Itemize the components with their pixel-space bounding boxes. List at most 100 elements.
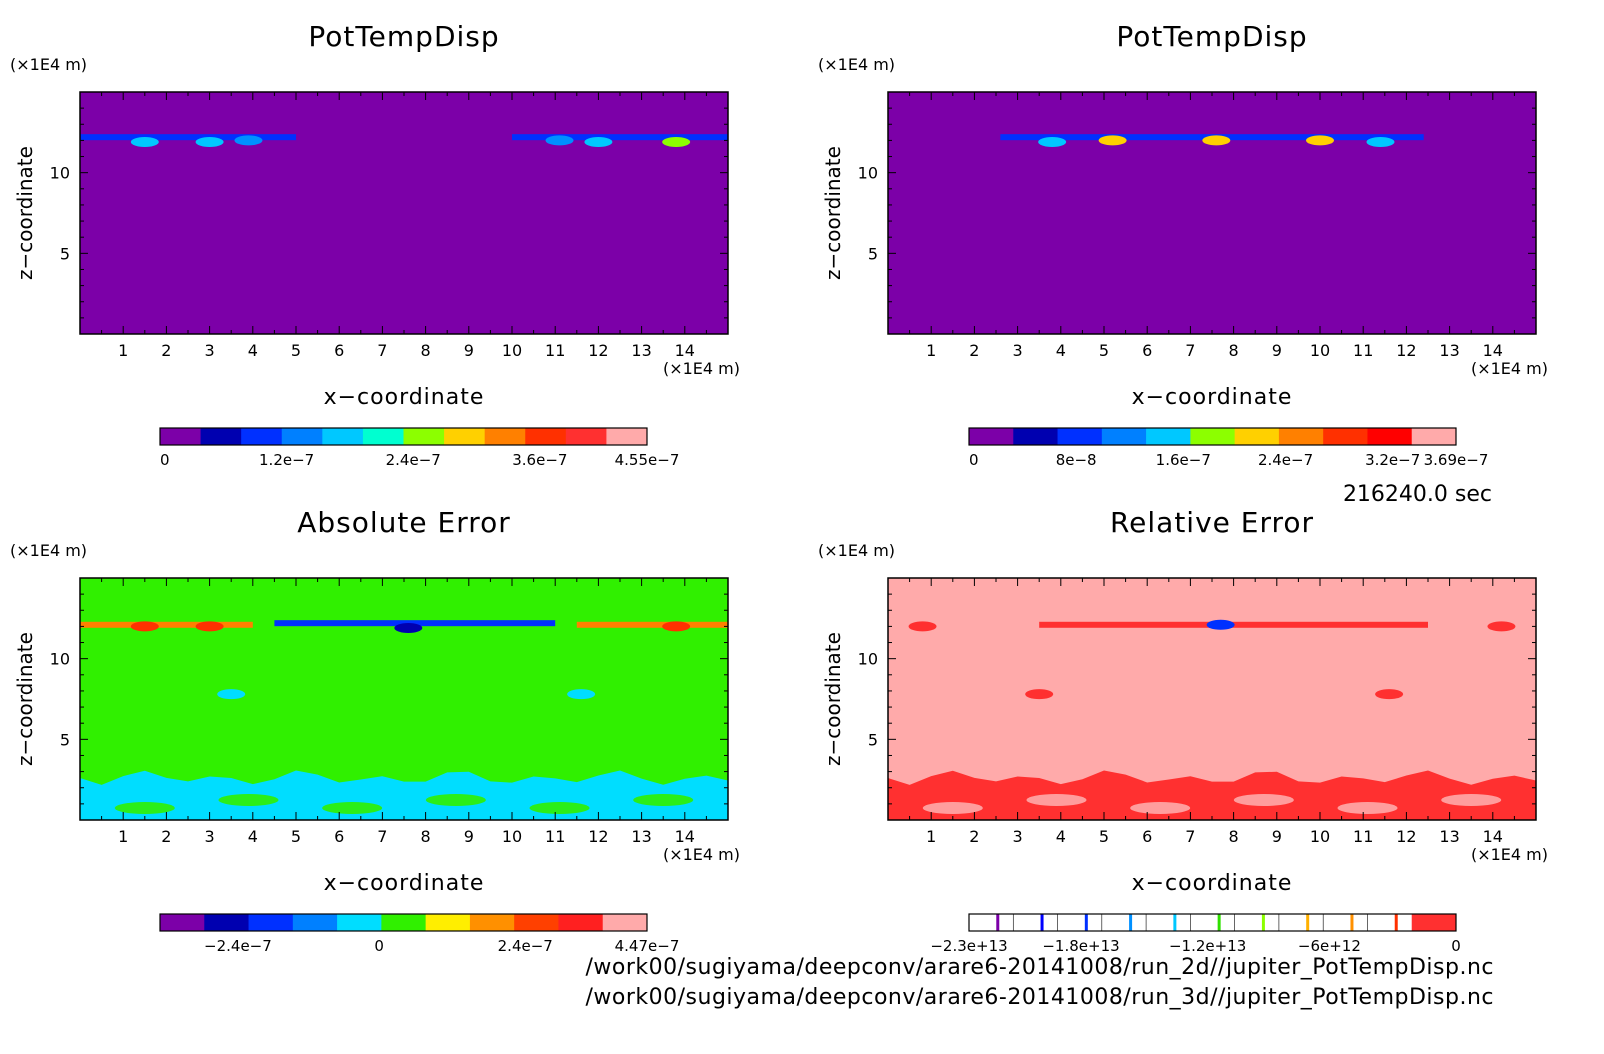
x-tick-label: 10: [502, 827, 522, 846]
feature-blob-2: [1098, 135, 1127, 146]
y-tick-label: 5: [60, 244, 70, 263]
colorbar-tick-label: 2.4e−7: [1258, 451, 1313, 469]
x-tick-label: 4: [248, 827, 258, 846]
y-tick-label: 5: [868, 244, 878, 263]
colorbar-tick-label: 1.2e−7: [259, 451, 314, 469]
colorbar-frame: [159, 427, 648, 446]
colorbar-tick-label: −1.8e+13: [1042, 937, 1119, 955]
footer-path-3d: /work00/sugiyama/deepconv/arare6-2014100…: [585, 985, 1494, 1010]
x-unit-label: (×1E4 m): [663, 359, 740, 378]
feature-blob-7: [662, 137, 691, 148]
feature-band-3: [576, 621, 728, 628]
colorbar-tick-label: 0: [160, 451, 170, 469]
colorbar-segment: [1323, 914, 1368, 931]
colorbar-segment: [1013, 428, 1059, 445]
y-axis-label: z−coordinate: [821, 632, 845, 766]
feature-blob-3: [1487, 621, 1516, 632]
field-features: [888, 619, 1536, 820]
colorbar-segment: [444, 428, 486, 445]
low-level-gap: [1130, 802, 1191, 814]
colorbar-segment: [1278, 428, 1324, 445]
x-tick-label: 10: [502, 341, 522, 360]
colorbar-segment: [322, 428, 364, 445]
x-unit-label: (×1E4 m): [663, 845, 740, 864]
feature-blob-2: [130, 137, 159, 148]
feature-band-2: [80, 621, 253, 628]
panel-title: Absolute Error: [297, 506, 511, 539]
x-tick-label: 3: [205, 341, 215, 360]
x-tick-label: 12: [588, 341, 608, 360]
colorbar-segment: [1323, 428, 1368, 445]
x-tick-label: 5: [1099, 827, 1109, 846]
feature-blob-8: [217, 689, 246, 700]
x-tick-label: 9: [1272, 341, 1282, 360]
x-tick-label: 2: [161, 827, 171, 846]
feature-blob-1: [1038, 137, 1067, 148]
x-tick-label: 14: [1483, 827, 1503, 846]
x-tick-label: 6: [1142, 827, 1152, 846]
low-level-gap: [922, 802, 983, 814]
colorbar-segment: [969, 914, 1014, 931]
y-tick-label: 10: [50, 650, 70, 669]
colorbar-tick-label: 8e−8: [1056, 451, 1097, 469]
colorbar-tick-label: −6e+12: [1298, 937, 1361, 955]
colorbar: 0 8e−8 1.6e−7 2.4e−7 3.2e−7 3.69e−7: [968, 427, 1488, 469]
x-tick-label: 12: [1396, 341, 1416, 360]
x-tick-label: 3: [205, 827, 215, 846]
x-tick-label: 1: [926, 341, 936, 360]
x-axis-label: x−coordinate: [324, 871, 485, 896]
colorbar-tick-label: 0: [1451, 937, 1461, 955]
x-unit-label: (×1E4 m): [1471, 359, 1548, 378]
colorbar: −2.3e+13 −1.8e+13 −1.2e+13 −6e+12 0: [930, 913, 1461, 955]
colorbar-segment: [1411, 428, 1457, 445]
colorbar-tick-label: −2.4e−7: [204, 937, 272, 955]
feature-blob-3: [195, 137, 224, 148]
x-tick-label: 6: [334, 827, 344, 846]
colorbar: −2.4e−7 0 2.4e−7 4.47e−7: [159, 913, 679, 955]
colorbar-segment: [281, 428, 323, 445]
low-level-gap: [218, 794, 279, 806]
colorbar-segment: [1234, 914, 1280, 931]
x-tick-label: 14: [1483, 341, 1503, 360]
colorbar-segment: [1190, 428, 1236, 445]
plot-background: [888, 92, 1536, 334]
x-tick-label: 7: [1185, 341, 1195, 360]
x-tick-label: 8: [421, 341, 431, 360]
colorbar-segment: [1057, 428, 1103, 445]
x-tick-label: 13: [1439, 341, 1459, 360]
x-tick-label: 11: [1353, 341, 1373, 360]
x-axis-label: x−coordinate: [324, 385, 485, 410]
colorbar-tick-label: 0: [374, 937, 384, 955]
time-label: 216240.0 sec: [1342, 482, 1492, 507]
x-tick-label: 5: [291, 827, 301, 846]
panel-title: PotTempDisp: [308, 20, 499, 53]
colorbar-segment: [606, 428, 648, 445]
colorbar-segment: [1367, 914, 1413, 931]
x-tick-label: 6: [334, 341, 344, 360]
low-level-gap: [322, 802, 383, 814]
colorbar-frame: [968, 427, 1457, 446]
x-tick-label: 7: [1185, 827, 1195, 846]
x-tick-label: 1: [118, 827, 128, 846]
colorbar-segment: [1101, 914, 1147, 931]
colorbar-segment: [425, 914, 471, 931]
colorbar-segment: [241, 428, 283, 445]
x-tick-label: 13: [631, 341, 651, 360]
x-tick-label: 4: [1056, 341, 1066, 360]
colorbar-tick-label: 2.4e−7: [386, 451, 441, 469]
feature-blob-6: [584, 137, 613, 148]
feature-blob-5: [195, 621, 224, 632]
x-tick-label: 6: [1142, 341, 1152, 360]
feature-blob-2: [908, 621, 937, 632]
feature-blob-4: [1306, 135, 1334, 146]
y-unit-label: (×1E4 m): [818, 55, 895, 74]
x-tick-label: 3: [1013, 341, 1023, 360]
colorbar-tick-label: 3.2e−7: [1365, 451, 1420, 469]
feature-blob-7: [394, 623, 423, 634]
y-tick-label: 10: [50, 164, 70, 183]
y-tick-label: 10: [858, 650, 878, 669]
x-tick-label: 13: [1439, 827, 1459, 846]
